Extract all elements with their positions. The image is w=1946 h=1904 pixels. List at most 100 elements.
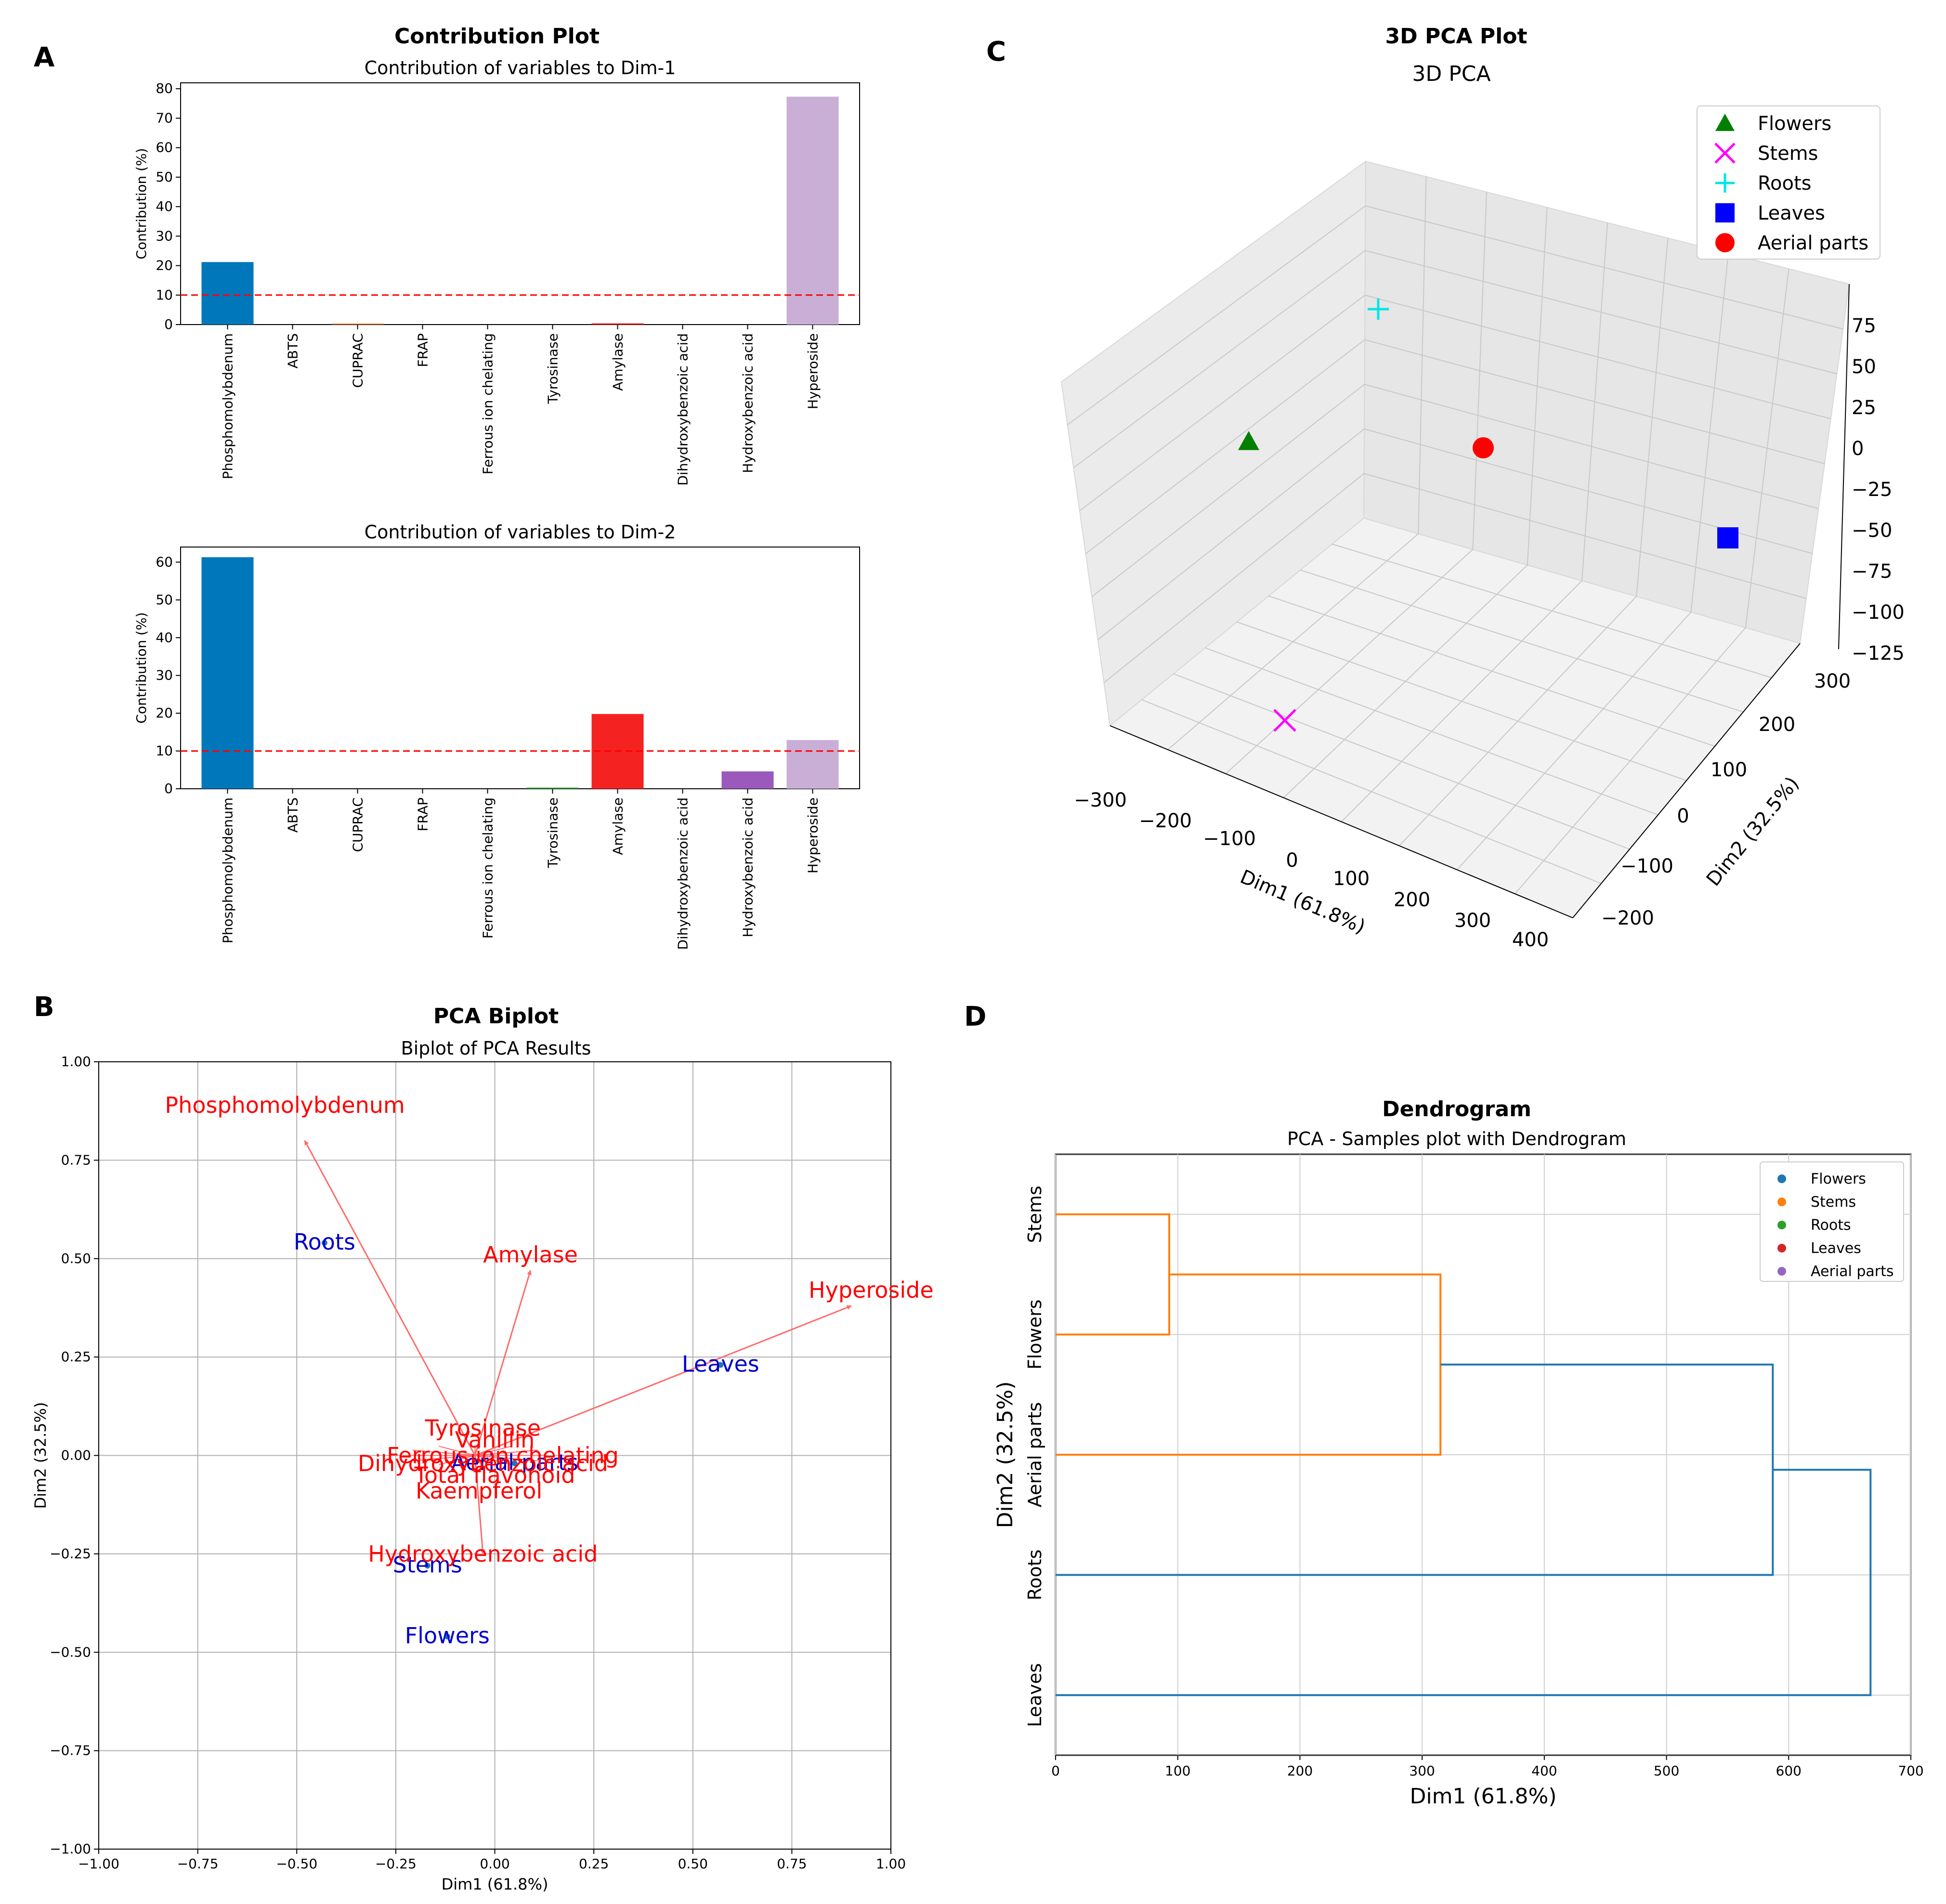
x-tick-label: 500 xyxy=(1654,1763,1679,1779)
sample-label-stems: Stems xyxy=(393,1552,462,1578)
x-tick-label: 300 xyxy=(1454,910,1491,932)
legend-marker-stems xyxy=(1777,1198,1786,1206)
legend-label-flowers: Flowers xyxy=(1758,113,1831,135)
x-tick-label: 700 xyxy=(1898,1763,1923,1779)
sample-label-aerial-parts: Aerial parts xyxy=(451,1449,578,1475)
y-axis-label: Contribution (%) xyxy=(133,612,149,723)
legend-label-roots: Roots xyxy=(1811,1217,1851,1234)
legend-label-stems: Stems xyxy=(1758,143,1818,165)
wall-grid-line xyxy=(1690,253,1729,613)
y-tick-label: 50 xyxy=(156,169,173,185)
legend-marker-flowers xyxy=(1715,114,1735,131)
x-tick-label-hydroxybenzoic-acid: Hydroxybenzoic acid xyxy=(740,333,756,473)
x-tick-label-ferrous-ion-chelating: Ferrous ion chelating xyxy=(480,797,496,939)
panel-a-letter: A xyxy=(34,42,55,73)
y-axis-line xyxy=(1572,643,1801,918)
panel-c: C 3D PCA Plot 3D PCA −300 −200 −100 0 100 200… xyxy=(986,24,1905,951)
y-tick-label: 200 xyxy=(1759,714,1795,736)
loading-arrow-minor xyxy=(475,1455,538,1461)
x-tick-label-cuprac: CUPRAC xyxy=(350,333,366,388)
pca-biplot: −1.00 −0.75 −0.50 −0.25 0.00 0.25 0.50 0.75 1.00… xyxy=(31,1054,934,1893)
y-tick-label: 300 xyxy=(1814,670,1851,692)
cluster-link-2 xyxy=(1056,1273,1442,1456)
plot-frame xyxy=(98,1061,891,1850)
y-axis-label: Dim2 (32.5%) xyxy=(993,1381,1018,1528)
x-tick-label-cuprac: CUPRAC xyxy=(350,797,366,852)
x-tick-label: 0 xyxy=(1286,849,1298,872)
floor-grid-line xyxy=(1300,569,1744,713)
x-tick-label-tyrosinase: Tyrosinase xyxy=(545,333,561,404)
wall-grid-line xyxy=(1079,295,1366,511)
panel-a-title: Contribution Plot xyxy=(394,24,600,49)
point-leaves xyxy=(1717,527,1738,548)
legend-marker-flowers xyxy=(1777,1174,1786,1183)
wall-grid-line xyxy=(1745,269,1789,628)
y-tick-label: 1.00 xyxy=(61,1054,91,1069)
legend-marker-stems xyxy=(1714,143,1736,164)
floor-grid-line xyxy=(1332,543,1772,678)
x-tick-label: 0.00 xyxy=(480,1856,509,1872)
panel-c-title: 3D PCA Plot xyxy=(1385,24,1528,49)
floor-grid-line xyxy=(1515,627,1746,894)
loading-arrow-minor xyxy=(475,1449,538,1456)
sample-point-roots xyxy=(321,1240,327,1246)
floor-grid-line xyxy=(1398,596,1637,847)
floor-grid-line xyxy=(1268,595,1715,747)
sample-point-aerial-parts xyxy=(511,1460,518,1466)
x-tick-label-frap: FRAP xyxy=(415,797,431,831)
y-tick-label: 0.25 xyxy=(61,1349,91,1365)
y-axis-label: Dim2 (32.5%) xyxy=(1702,773,1803,890)
y-tick-label: 30 xyxy=(156,667,173,683)
legend-marker-aerial-parts xyxy=(1715,233,1735,252)
x-tick-label-dihydroxybenzoic-acid: Dihydroxybenzoic acid xyxy=(675,797,691,950)
x-tick-label: 400 xyxy=(1512,929,1549,951)
sample-label-leaves: Leaves xyxy=(682,1351,759,1377)
legend-label-stems: Stems xyxy=(1811,1194,1856,1211)
panel-b: B PCA Biplot Biplot of PCA Results −1.00… xyxy=(31,991,934,1893)
bar-phosphomolybdenum xyxy=(201,262,254,325)
y-tick-label: 40 xyxy=(156,629,173,645)
x-tick-label: −0.50 xyxy=(276,1856,317,1872)
variable-label-ferrous-ion-chelating: Ferrous ion chelating xyxy=(387,1443,619,1469)
legend-marker-roots xyxy=(1777,1221,1786,1229)
x-tick-label-hyperoside: Hyperoside xyxy=(805,333,821,409)
legend-marker-aerial-parts xyxy=(1777,1267,1786,1276)
loading-arrow-hydroxybenzoic-acid xyxy=(474,1455,485,1554)
legend: Flowers Stems Roots Leaves Aerial parts xyxy=(1760,1161,1904,1282)
dendrogram-chart: 0 100 200 300 400 500 600 700 Stems Flowers Aerial… xyxy=(993,1153,1924,1809)
floor-grid-line xyxy=(1457,612,1692,870)
sample-point-leaves xyxy=(718,1362,724,1368)
x-tick-label-phosphomolybdenum: Phosphomolybdenum xyxy=(220,333,236,479)
loading-arrow-minor xyxy=(439,1446,475,1456)
panel-d-letter: D xyxy=(964,1001,986,1032)
y-tick-label: 70 xyxy=(156,110,173,126)
x-tick-label-dihydroxybenzoic-acid: Dihydroxybenzoic acid xyxy=(675,333,691,486)
x-tick-label: −300 xyxy=(1074,789,1127,811)
legend-marker-leaves xyxy=(1715,203,1735,222)
y-tick-label: −0.50 xyxy=(50,1644,91,1660)
legend-label-leaves: Leaves xyxy=(1811,1240,1861,1257)
y-tick-label: −1.00 xyxy=(50,1841,91,1857)
leaf-label-stems: Stems xyxy=(1024,1186,1045,1243)
y-tick-label: −100 xyxy=(1620,855,1673,877)
x-tick-label: 300 xyxy=(1409,1763,1435,1779)
x-tick-label-hydroxybenzoic-acid: Hydroxybenzoic acid xyxy=(740,797,756,937)
wall-grid-line xyxy=(1067,205,1366,426)
variable-label-kaempferol: Kaempferol xyxy=(416,1478,542,1504)
x-tick-label-frap: FRAP xyxy=(415,333,431,367)
wall-grid-line xyxy=(1364,339,1825,464)
variable-label-tyrosinase: Tyrosinase xyxy=(425,1415,541,1441)
y-tick-label: 0 xyxy=(1677,805,1689,827)
point-stems xyxy=(1273,709,1296,732)
cluster-link-1 xyxy=(1056,1213,1170,1336)
z-tick-label: −100 xyxy=(1852,601,1905,624)
y-tick-label: −200 xyxy=(1601,907,1654,929)
variable-label-hyperoside: Hyperoside xyxy=(809,1277,934,1303)
z-tick-label: 25 xyxy=(1852,397,1876,419)
bar-hydroxybenzoic-acid xyxy=(721,771,774,789)
y-tick-label: 60 xyxy=(156,554,173,570)
y-tick-label: −0.75 xyxy=(50,1743,91,1759)
y-axis-label: Dim2 (32.5%) xyxy=(31,1402,50,1509)
legend-label-flowers: Flowers xyxy=(1811,1171,1866,1187)
loading-arrow-minor xyxy=(475,1455,511,1465)
